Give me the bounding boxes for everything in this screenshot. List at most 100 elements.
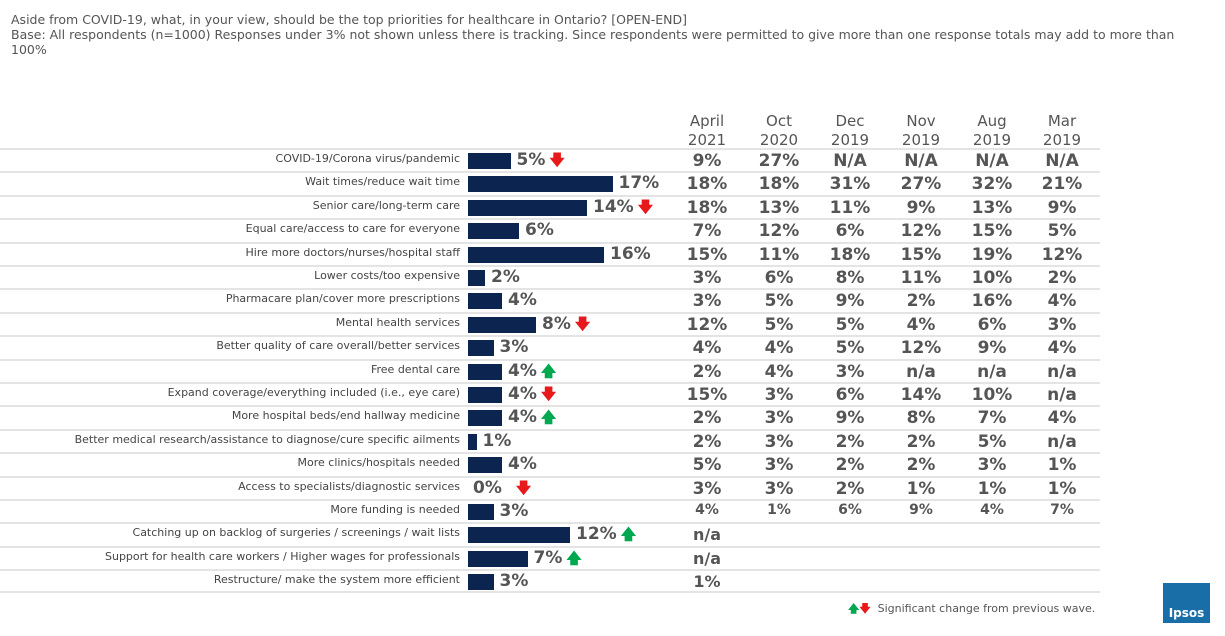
bar: [468, 433, 477, 450]
tracking-cell: N/A: [1045, 151, 1079, 171]
bar: [468, 504, 494, 520]
bar-value: 14%: [593, 196, 634, 217]
bar: [468, 550, 528, 567]
tracking-cell: 1%: [977, 478, 1007, 499]
tracking-cell: 7%: [977, 408, 1007, 429]
tracking-cell: 6%: [838, 502, 862, 518]
bar-value: 6%: [525, 220, 554, 241]
row-label: Expand coverage/everything included (i.e…: [167, 386, 460, 399]
table-row: Hire more doctors/nurses/hospital staff 1…: [0, 241, 1100, 265]
tracking-cell: 31%: [829, 174, 871, 195]
table-row: Catching up on backlog of surgeries / sc…: [0, 522, 1100, 545]
tracking-cell: n/a: [1047, 431, 1077, 452]
tracking-cell: 11%: [758, 244, 800, 265]
bar: [468, 387, 502, 403]
tracking-cell: 27%: [758, 151, 800, 171]
up-arrow-icon: 🡅: [540, 408, 557, 427]
row-label: More clinics/hospitals needed: [297, 456, 461, 470]
bar-value: 2%: [491, 267, 520, 287]
bar-value-label: 4% 🡇: [508, 384, 556, 409]
bar-value: 3%: [499, 501, 529, 521]
table-row: More hospital beds/end hallway medicine 4…: [0, 405, 1100, 428]
tracking-cell: 3%: [764, 431, 794, 452]
bar-value-label: 4%: [508, 290, 537, 310]
bar-value: 17%: [618, 173, 660, 194]
row-label: Better quality of care overall/better se…: [216, 339, 460, 353]
legend-text: Significant change from previous wave.: [877, 602, 1096, 615]
tracking-cell: 3%: [764, 408, 794, 429]
tracking-cell: 1%: [906, 478, 936, 499]
tracking-cell: 6%: [835, 385, 865, 405]
tracking-cell: 2%: [692, 408, 722, 429]
bar-value-label: 8% 🡇: [542, 314, 590, 339]
tracking-cell: 12%: [758, 221, 800, 242]
column-header: Nov 2019: [886, 112, 956, 150]
tracking-cell: 6%: [764, 268, 794, 288]
tracking-cell: 4%: [980, 502, 1004, 518]
tracking-cell: n/a: [692, 548, 722, 568]
table-row: Free dental care 4% 🡅 2% 4% 3% n/a n/a n/a: [0, 358, 1100, 382]
tracking-cell: 3%: [764, 478, 794, 499]
tracking-cell: 4%: [1047, 338, 1077, 359]
column-header: Mar 2019: [1027, 112, 1097, 150]
tracking-cell: 18%: [758, 174, 800, 195]
tracking-cell: 2%: [1047, 268, 1077, 288]
tracking-cell: 18%: [686, 197, 728, 218]
bar: [468, 527, 570, 544]
table-row: Access to specialists/diagnostic service…: [0, 475, 1100, 499]
tracking-cell: 6%: [835, 221, 865, 242]
row-label: Pharmacare plan/cover more prescriptions: [225, 292, 460, 306]
tracking-cell: 9%: [1047, 197, 1077, 218]
bar-value-label: 7% 🡅: [534, 548, 582, 573]
tracking-cell: 5%: [764, 314, 794, 335]
row-label: Free dental care: [370, 362, 460, 376]
bar-value: 4%: [508, 360, 537, 381]
tracking-cell: 11%: [900, 268, 942, 288]
bar-value-label: 16%: [610, 244, 651, 264]
legend: 🡅🡇 Significant change from previous wave…: [848, 600, 1095, 619]
row-label: Support for health care workers / Higher…: [105, 549, 460, 563]
down-arrow-icon: 🡇: [549, 151, 565, 169]
tracking-cell: n/a: [906, 361, 936, 382]
table-row: Support for health care workers / Higher…: [0, 545, 1100, 569]
tracking-cell: N/A: [833, 151, 867, 171]
bar: [468, 246, 604, 263]
tracking-cell: 4%: [692, 338, 722, 359]
tracking-cell: 12%: [900, 221, 942, 242]
tracking-cell: 18%: [686, 174, 728, 195]
row-label: More hospital beds/end hallway medicine: [231, 409, 460, 423]
tracking-cell: 4%: [906, 314, 936, 335]
tracking-cell: 9%: [835, 291, 865, 312]
bar-value: 1%: [482, 430, 512, 451]
bar-value-label: 3%: [500, 501, 529, 521]
table-row: Equal care/access to care for everyone 6%…: [0, 218, 1100, 241]
tracking-cell: 3%: [692, 291, 722, 312]
table-row: Mental health services 8% 🡇 12% 5% 5% 4% 6% 3%: [0, 311, 1100, 335]
table-row: COVID-19/Corona virus/pandemic 5% 🡇 9% 27% N/…: [0, 148, 1100, 171]
row-label: Hire more doctors/nurses/hospital staff: [245, 245, 460, 259]
table-row: More funding is needed 3% 4% 1% 6% 9% 4% 7%: [0, 499, 1100, 522]
bar-value-label: 2%: [491, 267, 520, 287]
table-row: Senior care/long-term care 14% 🡇 18% 13% 11% 9…: [0, 194, 1100, 218]
tracking-cell: 12%: [1041, 244, 1083, 265]
tracking-cell: N/A: [904, 151, 938, 171]
tracking-cell: 5%: [977, 431, 1007, 452]
tracking-cell: 10%: [971, 268, 1013, 288]
row-label: Catching up on backlog of surgeries / sc…: [132, 526, 460, 540]
up-arrow-icon: 🡅: [540, 361, 557, 380]
tracking-cell: 3%: [1047, 314, 1077, 335]
tracking-cell: 13%: [971, 197, 1013, 218]
table-row: Expand coverage/everything included (i.e…: [0, 382, 1100, 405]
column-header: April 2021: [672, 112, 742, 150]
tracking-cell: 4%: [1047, 291, 1077, 312]
down-arrow-icon: 🡇: [515, 478, 532, 497]
row-label: Better medical research/assistance to di…: [74, 432, 460, 446]
bar: [468, 270, 485, 286]
bar-value: 5%: [516, 150, 546, 170]
bar-value-label: 1%: [483, 431, 512, 451]
column-header-line: 2019: [830, 131, 870, 149]
bar-value-label: 3%: [500, 337, 529, 357]
bar-value: 4%: [508, 384, 537, 404]
chart-title: Aside from COVID-19, what, in your view,…: [11, 12, 1201, 57]
tracking-cell: 5%: [1047, 221, 1077, 242]
